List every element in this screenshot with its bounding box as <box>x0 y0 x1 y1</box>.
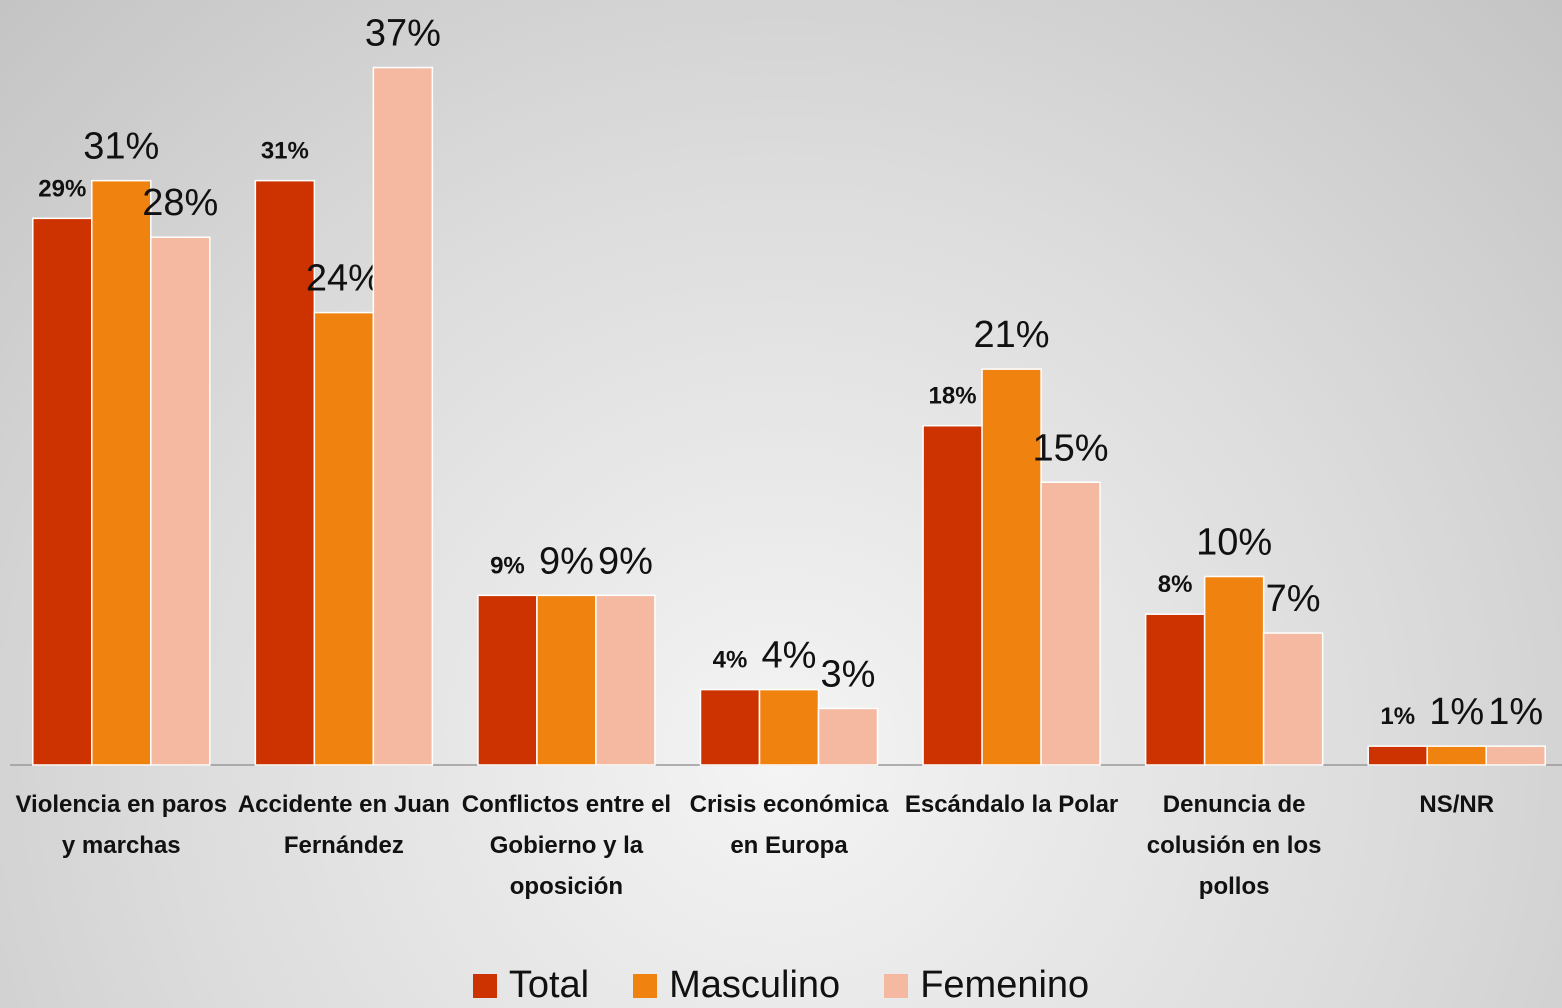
data-label: 1% <box>1429 691 1484 733</box>
data-label: 31% <box>83 126 159 168</box>
bar <box>313 311 375 766</box>
data-label: 9% <box>598 540 653 582</box>
legend-swatch <box>884 973 909 998</box>
legend: Total Masculino Femenino <box>0 964 1562 1007</box>
bar <box>1203 575 1265 766</box>
data-label: 9% <box>539 540 594 582</box>
data-label: 8% <box>1158 571 1193 598</box>
legend-item: Masculino <box>633 964 840 1007</box>
bar <box>91 179 152 766</box>
bar <box>817 707 879 766</box>
data-label: 4% <box>713 647 748 674</box>
data-label: 24% <box>306 258 382 300</box>
legend-item: Total <box>472 964 590 1007</box>
x-tick-label: Escándalo la Polar <box>904 791 1119 818</box>
bar <box>32 217 93 766</box>
bar <box>922 424 983 766</box>
bar <box>1485 745 1546 766</box>
bar <box>981 368 1042 766</box>
x-tick-label: Conflictos entre el Gobierno y la oposic… <box>461 791 672 900</box>
x-tick-label: Accidente en Juan Fernández <box>237 791 450 859</box>
bar <box>1367 745 1428 766</box>
legend-label: Femenino <box>920 964 1090 1006</box>
data-label: 4% <box>762 635 817 677</box>
x-tick-label: Crisis económica en Europa <box>689 791 889 859</box>
data-label: 1% <box>1380 703 1415 730</box>
bar <box>1426 745 1487 766</box>
data-label: 1% <box>1488 691 1543 733</box>
bar <box>150 236 211 766</box>
legend-label: Total <box>508 964 590 1006</box>
bar <box>699 688 761 766</box>
data-label: 3% <box>821 653 876 695</box>
data-label: 15% <box>1033 427 1109 469</box>
bar <box>536 594 597 766</box>
bar <box>1040 481 1101 766</box>
data-label: 29% <box>38 175 86 202</box>
bar <box>477 594 538 766</box>
legend-swatch <box>633 973 658 998</box>
bar <box>595 594 656 766</box>
data-label: 10% <box>1196 522 1272 564</box>
bar <box>758 688 820 766</box>
legend-item: Femenino <box>884 964 1089 1007</box>
data-label: 7% <box>1266 578 1321 620</box>
legend-swatch <box>472 973 497 998</box>
data-label: 31% <box>261 138 309 165</box>
data-label: 37% <box>365 13 441 55</box>
data-label: 9% <box>490 552 525 579</box>
x-tick-label: NS/NR <box>1419 791 1495 818</box>
data-label: 28% <box>142 182 218 224</box>
x-tick-label: Denuncia de colusión en los pollos <box>1146 791 1322 900</box>
bar <box>372 66 434 766</box>
data-label: 18% <box>929 383 977 410</box>
legend-label: Masculino <box>669 964 841 1006</box>
data-label: 21% <box>974 314 1050 356</box>
bar <box>1144 613 1206 766</box>
bar <box>254 179 316 766</box>
x-tick-label: Violencia en paros y marchas <box>15 791 228 859</box>
bar <box>1262 632 1324 766</box>
